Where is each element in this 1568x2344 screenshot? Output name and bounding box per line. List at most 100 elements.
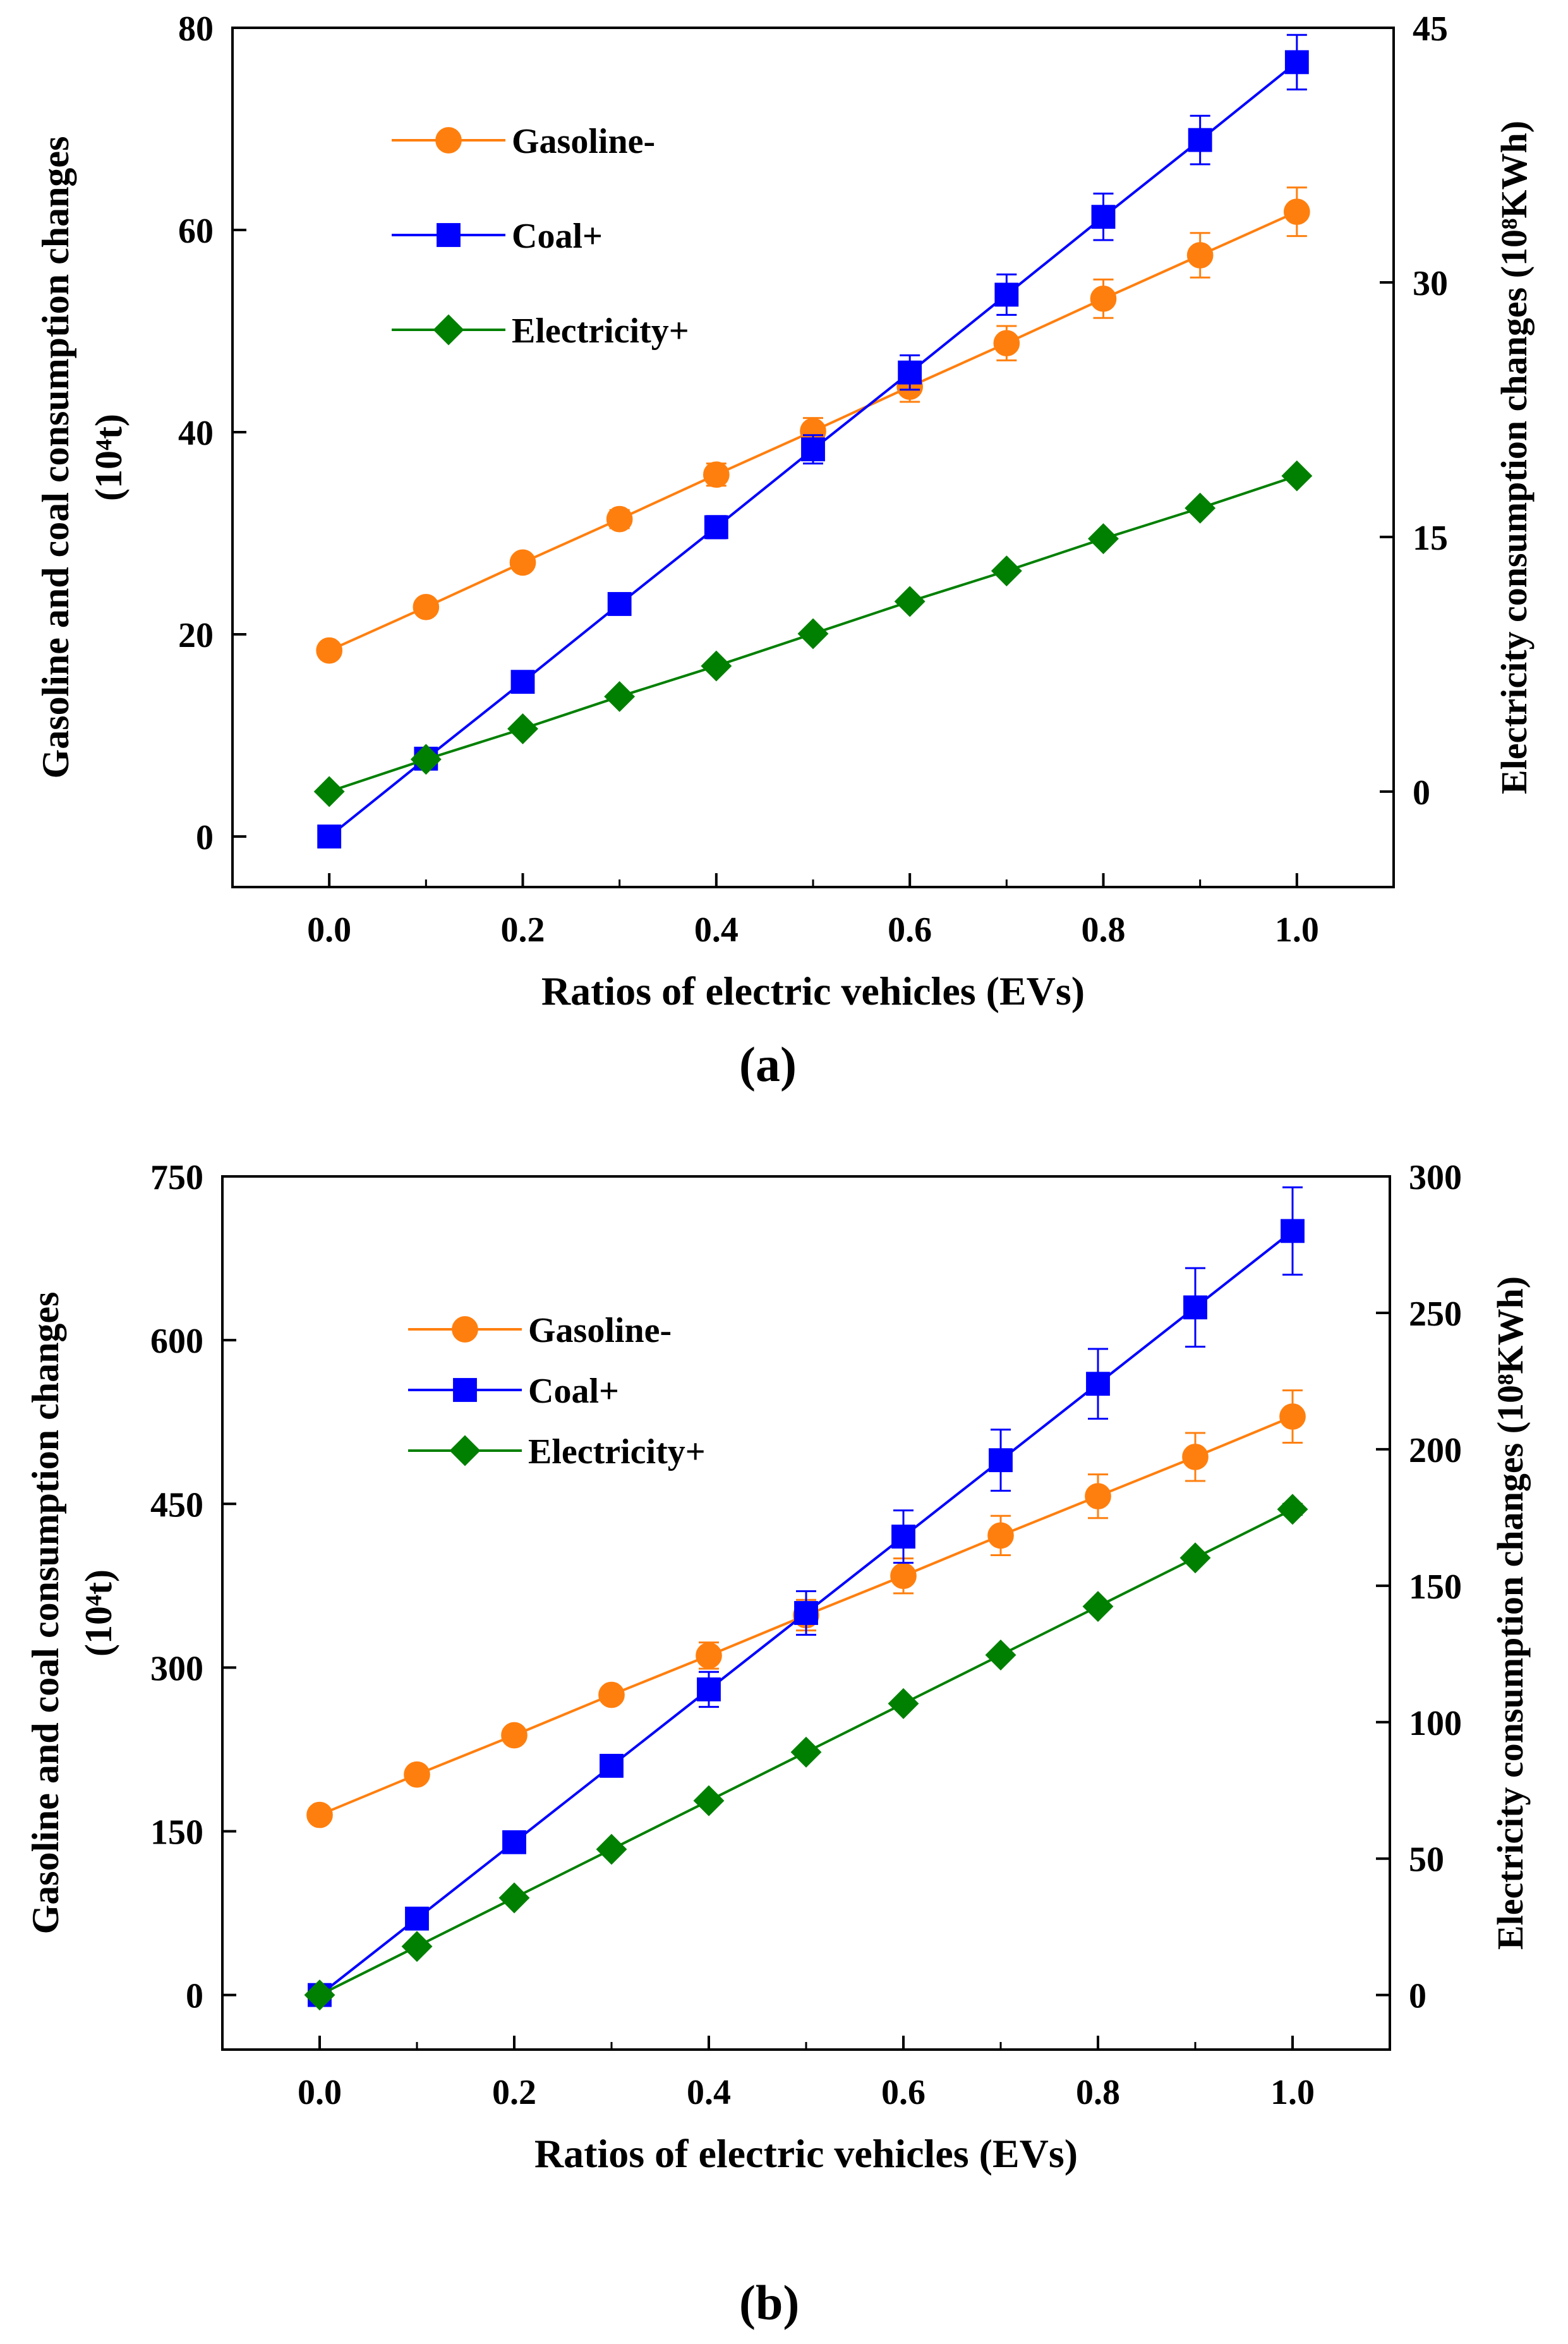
y-right-tick-label: 45: [1413, 9, 1448, 49]
y-left-tick-label: 750: [150, 1158, 203, 1197]
data-point-gasoline: [306, 1801, 333, 1828]
legend-label-coal: Coal+: [528, 1372, 619, 1411]
data-point-coal: [1091, 205, 1116, 229]
legend-marker-electricity: [449, 1435, 481, 1466]
data-point-coal: [405, 1906, 429, 1931]
legend-label-coal: Coal+: [512, 217, 603, 256]
data-point-coal: [704, 515, 728, 540]
data-point-gasoline: [404, 1761, 430, 1788]
data-point-gasoline: [606, 505, 633, 533]
data-point-electricity: [888, 1688, 919, 1719]
data-point-electricity: [304, 1979, 335, 2011]
data-point-gasoline: [1186, 242, 1214, 269]
chart-panel-b: 0.0 0.2 0.4 0.6 0.8 1.0 0 150 300 450 600 750 0 50 100…: [25, 1158, 1531, 2176]
y-right-tick-label: 0: [1413, 773, 1430, 813]
y-right-tick-label: 300: [1409, 1158, 1462, 1197]
x-axis-title: Ratios of electric vehicles (EVs): [534, 2131, 1078, 2176]
data-point-electricity: [985, 1640, 1016, 1670]
data-point-electricity: [498, 1882, 530, 1914]
data-point-electricity: [1277, 1494, 1308, 1525]
y-left-tick-label: 40: [178, 414, 214, 453]
data-point-gasoline: [1283, 198, 1310, 226]
y-left-tick-label: 20: [178, 616, 214, 655]
x-tick-label: 0.2: [492, 2073, 536, 2112]
data-point-coal: [1086, 1372, 1110, 1396]
x-tick-label: 0.4: [694, 910, 739, 950]
panel-label-a: (a): [739, 1037, 797, 1092]
data-point-coal: [801, 437, 825, 462]
data-point-electricity: [797, 618, 829, 649]
legend-label-gasoline: Gasoline-: [512, 122, 655, 161]
data-point-gasoline: [413, 593, 440, 620]
y-left-tick-label: 0: [186, 1977, 203, 2016]
chart-panel-a: 0.0 0.2 0.4 0.6 0.8 1.0 0 20 40 60 80 0 15 30 45 Ratios…: [35, 9, 1535, 1013]
data-point-electricity: [1185, 492, 1216, 524]
x-tick-label: 0.4: [687, 2073, 731, 2112]
data-point-coal: [1284, 50, 1309, 75]
data-point-gasoline: [1182, 1444, 1209, 1470]
data-point-gasoline: [316, 637, 343, 664]
data-point-gasoline: [598, 1681, 625, 1708]
data-point-coal: [1281, 1219, 1305, 1243]
x-tick-label: 0.6: [881, 2073, 926, 2112]
data-point-electricity: [604, 680, 636, 712]
data-point-coal: [607, 592, 632, 616]
data-point-gasoline: [509, 549, 536, 576]
legend-marker-electricity: [433, 314, 464, 346]
x-axis-title: Ratios of electric vehicles (EVs): [541, 969, 1085, 1013]
data-point-electricity: [410, 744, 442, 775]
data-point-electricity: [1088, 523, 1119, 555]
y-right-axis-title: Electricity consumption changes (10⁸KWh): [1490, 1276, 1531, 1950]
data-point-electricity: [596, 1834, 627, 1865]
y-right-tick-label: 150: [1409, 1568, 1462, 1607]
data-point-coal: [994, 282, 1019, 307]
y-right-tick-label: 100: [1409, 1704, 1462, 1743]
y-right-tick-label: 250: [1409, 1295, 1462, 1334]
x-tick-label: 0.8: [1076, 2073, 1120, 2112]
panel-label-b: (b): [739, 2275, 800, 2330]
data-point-electricity: [1281, 460, 1313, 492]
data-point-coal: [989, 1448, 1013, 1473]
data-point-coal: [891, 1525, 915, 1549]
data-point-electricity: [894, 586, 926, 617]
data-point-coal: [898, 360, 922, 385]
legend-marker-coal: [437, 223, 461, 247]
data-point-electricity: [507, 713, 538, 744]
x-tick-label: 1.0: [1275, 910, 1319, 950]
x-tick-label: 0.6: [888, 910, 932, 950]
x-tick-label: 0.0: [307, 910, 351, 950]
y-right-tick-label: 15: [1413, 519, 1448, 558]
data-point-coal: [697, 1677, 721, 1701]
y-left-tick-label: 80: [178, 9, 214, 49]
y-right-axis-title: Electricity consumption changes (10⁸KWh): [1493, 121, 1535, 794]
y-left-axis-unit: (10⁴t): [78, 1569, 119, 1657]
legend-marker-coal: [453, 1378, 477, 1402]
data-point-coal: [1188, 128, 1212, 152]
data-point-electricity: [313, 776, 345, 807]
data-point-gasoline: [987, 1522, 1014, 1549]
data-point-gasoline: [703, 461, 730, 488]
data-point-gasoline: [993, 330, 1020, 357]
y-right-tick-label: 30: [1413, 264, 1448, 303]
legend-label-electricity: Electricity+: [512, 311, 689, 351]
y-left-tick-label: 150: [150, 1813, 203, 1852]
legend-marker-gasoline: [452, 1316, 478, 1343]
data-point-gasoline: [1090, 285, 1117, 312]
legend-label-electricity: Electricity+: [528, 1432, 706, 1471]
data-point-electricity: [1179, 1542, 1211, 1574]
y-left-axis-unit: (10⁴t): [88, 414, 130, 501]
data-point-electricity: [790, 1736, 822, 1768]
data-point-coal: [794, 1601, 818, 1625]
y-right-tick-label: 0: [1409, 1977, 1426, 2016]
y-left-tick-label: 60: [178, 212, 214, 251]
data-point-gasoline: [696, 1642, 722, 1669]
data-point-electricity: [991, 555, 1022, 587]
y-left-tick-label: 450: [150, 1485, 203, 1525]
data-point-coal: [600, 1753, 624, 1778]
data-point-gasoline: [1085, 1483, 1111, 1509]
data-point-coal: [502, 1830, 526, 1854]
data-point-coal: [1183, 1295, 1207, 1320]
x-tick-label: 1.0: [1270, 2073, 1315, 2112]
data-point-electricity: [1082, 1591, 1114, 1622]
